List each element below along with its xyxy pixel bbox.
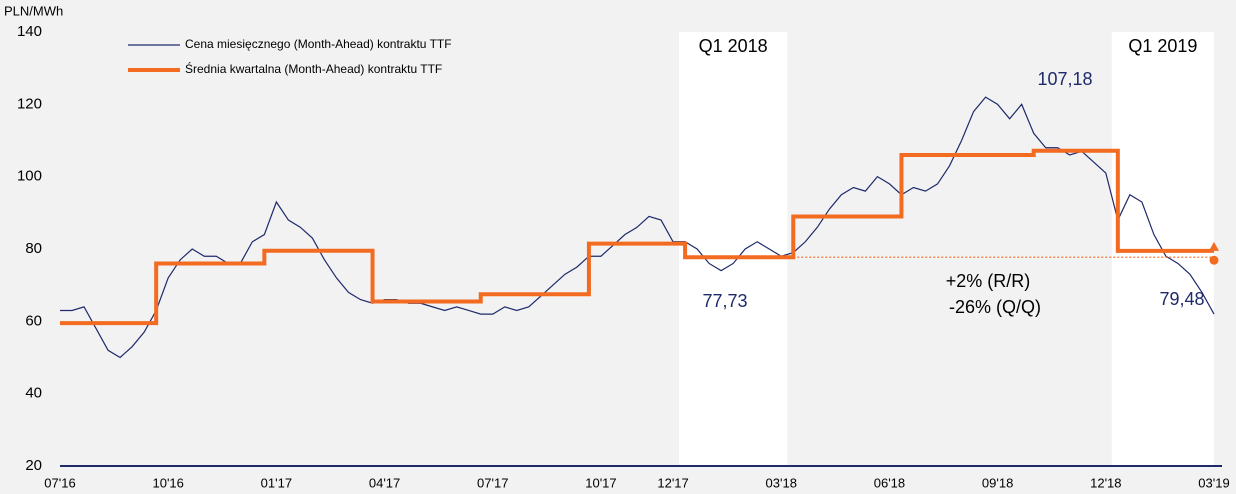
annotation: 79,48 bbox=[1159, 289, 1204, 309]
y-tick-label: 60 bbox=[25, 312, 42, 329]
y-tick-label: 20 bbox=[25, 457, 42, 474]
y-tick-label: 100 bbox=[17, 168, 42, 185]
marker-triangle bbox=[1209, 241, 1219, 251]
x-tick-label: 07'16 bbox=[44, 475, 75, 490]
y-tick-label: 80 bbox=[25, 240, 42, 257]
marker-circle bbox=[1209, 255, 1219, 265]
shaded-region bbox=[679, 32, 788, 466]
annotation: 107,18 bbox=[1037, 69, 1092, 89]
y-tick-label: 120 bbox=[17, 95, 42, 112]
x-tick-label: 01'17 bbox=[261, 475, 292, 490]
y-axis-label: PLN/MWh bbox=[4, 3, 63, 18]
x-tick-label: 12'18 bbox=[1090, 475, 1121, 490]
y-tick-label: 140 bbox=[17, 23, 42, 40]
x-tick-label: 10'17 bbox=[585, 475, 616, 490]
x-tick-label: 12'17 bbox=[657, 475, 688, 490]
region-label: Q1 2018 bbox=[699, 36, 768, 56]
x-tick-label: 07'17 bbox=[477, 475, 508, 490]
step-line bbox=[60, 148, 1214, 326]
x-tick-label: 03'18 bbox=[766, 475, 797, 490]
annotation: -26% (Q/Q) bbox=[949, 297, 1041, 317]
x-tick-label: 09'18 bbox=[982, 475, 1013, 490]
annotation: 77,73 bbox=[702, 291, 747, 311]
x-tick-label: 04'17 bbox=[369, 475, 400, 490]
legend-label: Cena miesięcznego (Month-Ahead) kontrakt… bbox=[185, 37, 452, 51]
legend-label: Średnia kwartalna (Month-Ahead) kontrakt… bbox=[185, 61, 442, 76]
y-tick-label: 40 bbox=[25, 385, 42, 402]
x-tick-label: 06'18 bbox=[874, 475, 905, 490]
x-tick-label: 03'19 bbox=[1198, 475, 1229, 490]
x-tick-label: 10'16 bbox=[152, 475, 183, 490]
region-label: Q1 2019 bbox=[1128, 36, 1197, 56]
price-line bbox=[60, 96, 1215, 359]
annotation: +2% (R/R) bbox=[946, 271, 1031, 291]
